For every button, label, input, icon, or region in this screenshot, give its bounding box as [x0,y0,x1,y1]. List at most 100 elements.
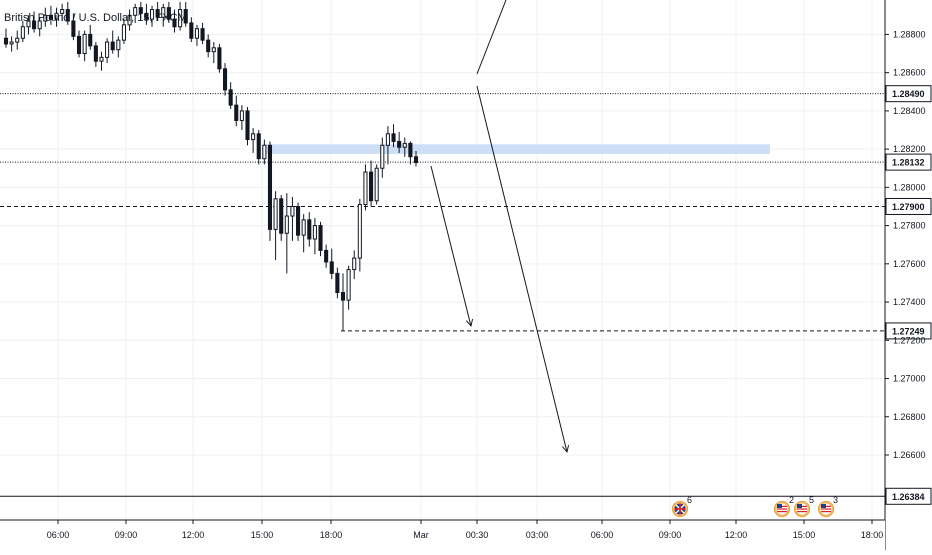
price-label: 1.27800 [893,221,926,231]
candle-body [408,142,413,158]
candle-body [363,171,368,206]
price-tag-box [885,322,932,340]
candle-body [82,33,87,55]
us-flag-canton [821,504,826,508]
candle-body [133,7,138,16]
event-marker[interactable]: 6 [671,495,693,518]
candle-body [318,225,323,251]
event-count: 2 [789,495,794,505]
candle-body [279,198,284,234]
candle-body [166,7,171,20]
trend-arrow-long[interactable] [476,85,567,452]
candle-body [324,249,329,263]
candle-body [88,33,93,47]
time-label: 09:00 [659,530,682,540]
time-label: 00:30 [466,530,489,540]
candle-body [335,272,340,294]
candle-body [217,47,222,70]
event-count: 3 [833,495,838,505]
price-label: 1.28200 [893,144,926,154]
event-markers: 6 2 5 3 [671,495,839,518]
candle-body [380,144,385,169]
candle-body [48,14,53,20]
chart-title: British Pound / U.S. Dollar, 15, FXCM [4,12,187,24]
time-axis[interactable] [0,520,885,550]
time-label: 18:00 [320,530,343,540]
candle-body [211,47,216,53]
candle-body [352,257,357,271]
candle-body [54,12,59,20]
candle-body [206,39,211,53]
candle-body [262,144,267,160]
candle-body [110,41,115,51]
candle-body [26,20,31,28]
price-label: 1.28000 [893,182,926,192]
candle-body [267,144,273,230]
candle-body [200,28,205,41]
candle-body [307,219,312,240]
price-tag-box [885,85,932,103]
candle-body [329,261,334,274]
candle-body [183,9,188,24]
candle-body [290,205,295,217]
candle-body [3,37,9,45]
resistance-zone [262,144,770,154]
trend-line[interactable] [476,0,507,75]
candle-body [391,133,396,142]
price-label: 1.28400 [893,106,926,116]
candle-body [43,14,48,22]
event-marker[interactable]: 2 [773,495,795,518]
horizontal-levels [0,93,885,497]
candle-body [312,225,317,240]
candle-body [65,9,70,22]
candle-body [144,12,149,20]
candle-body [413,156,419,164]
candle-body [301,219,306,236]
candle-body [155,9,160,18]
candle-body [161,7,166,18]
candle-body [296,205,301,236]
grid [0,0,885,520]
price-label: 1.27400 [893,297,926,307]
candle-body [20,26,25,39]
resistance-zone-layer [262,144,770,154]
price-label: 1.28600 [893,68,926,78]
time-label: 12:00 [182,530,205,540]
candle-body [222,68,228,91]
candle-body [71,20,76,37]
price-tag-box [885,153,932,171]
time-label: 15:00 [793,530,816,540]
price-label: 1.28800 [893,29,926,39]
event-count: 5 [809,495,814,505]
candle-body [340,292,346,301]
candle-body [374,167,379,202]
price-tag: 1.28490 [892,89,925,99]
time-label: 06:00 [591,530,614,540]
candle-body [15,37,20,43]
event-marker[interactable]: 3 [817,495,839,518]
time-label: 18:00 [861,530,884,540]
price-tag: 1.26384 [892,492,925,502]
candle-body [369,171,374,202]
candle-body [346,269,351,301]
candle-body [32,20,37,30]
trend-arrow-short[interactable] [430,165,471,326]
event-marker[interactable]: 5 [793,495,815,518]
candle-body [189,22,194,39]
candle-body [234,104,239,121]
candles [3,1,419,331]
price-tag: 1.28132 [892,158,925,168]
candle-body [194,28,200,39]
price-label: 1.26800 [893,412,926,422]
price-label: 1.27200 [893,335,926,345]
price-tag: 1.27249 [892,326,925,336]
candle-body [93,45,98,62]
price-axis[interactable] [885,0,932,550]
candle-body [9,41,14,45]
time-label: 06:00 [47,530,70,540]
candle-body [245,110,250,141]
candle-body [138,7,143,14]
candle-body [385,133,390,146]
